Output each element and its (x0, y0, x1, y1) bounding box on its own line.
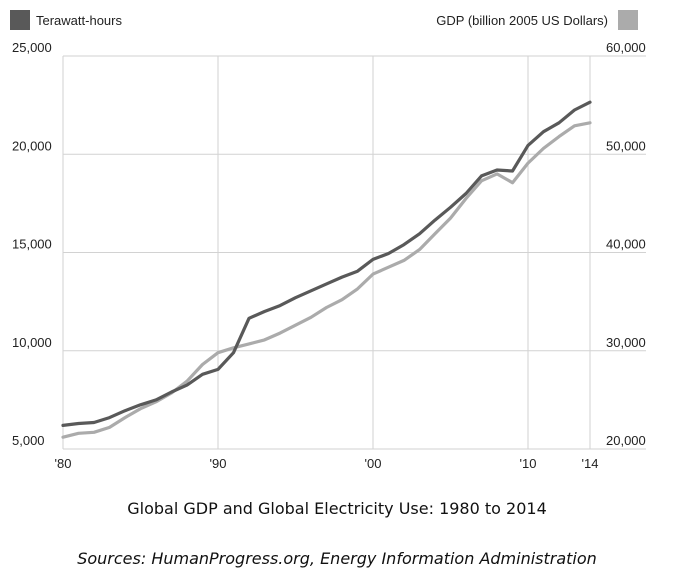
x-tick-label: '10 (520, 456, 537, 471)
y-right-tick-label: 60,000 (606, 40, 646, 55)
chart-grid (62, 55, 646, 450)
series-line-gdp (61, 121, 592, 439)
legend-right: GDP (billion 2005 US Dollars) (436, 10, 638, 30)
line-chart: 5,000 10,000 15,000 20,000 25,000 20,000 30,00… (12, 40, 646, 471)
y-right-tick-label: 40,000 (606, 237, 646, 252)
legend-label-terawatt-hours: Terawatt-hours (36, 12, 122, 28)
y-right-tick-label: 50,000 (606, 138, 646, 153)
y-right-tick-label: 30,000 (606, 335, 646, 350)
x-tick-label: '14 (582, 456, 599, 471)
legend-label-gdp: GDP (billion 2005 US Dollars) (436, 12, 608, 28)
series-lines (61, 100, 592, 439)
x-tick-label: '80 (55, 456, 72, 471)
axis-ticks: 5,000 10,000 15,000 20,000 25,000 20,000 30,00… (12, 40, 646, 471)
legend-swatch-terawatt-hours (10, 10, 30, 30)
series-line-terawatt-hours (61, 100, 592, 427)
legend-left: Terawatt-hours (10, 10, 122, 30)
x-tick-label: '90 (210, 456, 227, 471)
chart-caption-source: Sources: HumanProgress.org, Energy Infor… (77, 549, 597, 568)
legend-swatch-gdp (618, 10, 638, 30)
y-right-tick-label: 20,000 (606, 433, 646, 448)
y-left-tick-label: 5,000 (12, 433, 45, 448)
y-left-tick-label: 10,000 (12, 335, 52, 350)
y-left-tick-label: 15,000 (12, 237, 52, 252)
y-left-tick-label: 25,000 (12, 40, 52, 55)
y-left-tick-label: 20,000 (12, 138, 52, 153)
x-tick-label: '00 (365, 456, 382, 471)
chart-caption-title: Global GDP and Global Electricity Use: 1… (127, 499, 547, 518)
